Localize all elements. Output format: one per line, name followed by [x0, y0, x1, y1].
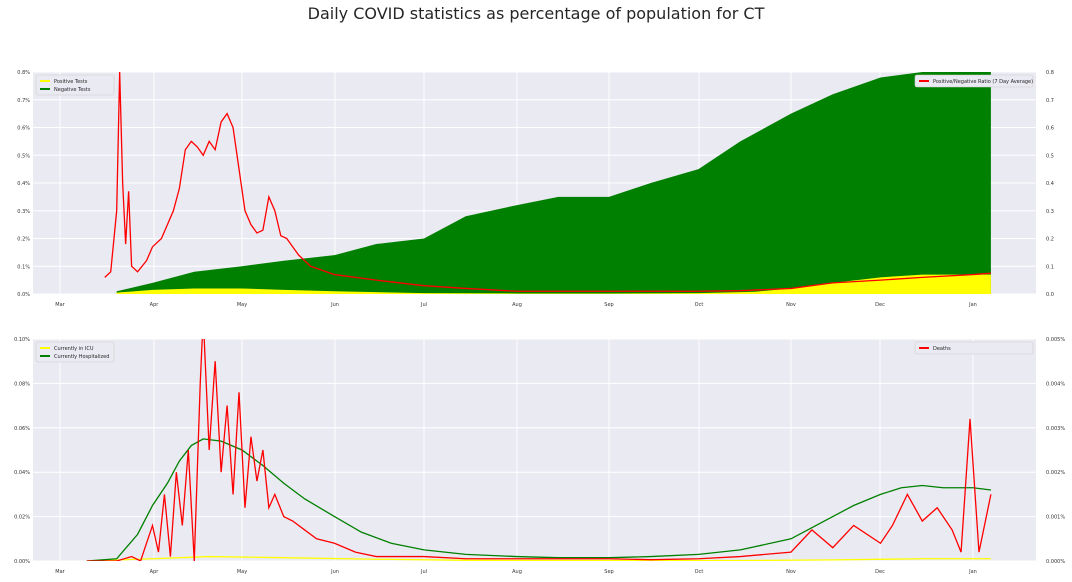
y-right-tick-label: 0.003% [1046, 426, 1065, 432]
y-right-tick-label: 0.8 [1046, 70, 1054, 76]
series-line-currently-in-icu [86, 555, 991, 561]
series-area-negative-tests [116, 72, 991, 294]
x-tick-label: Sep [604, 302, 613, 308]
y-left-tick-label: 0.00% [14, 559, 30, 565]
y-left-tick-label: 0.5% [17, 153, 30, 159]
y-right-tick-label: 0.001% [1046, 515, 1065, 521]
y-right-tick-label: 0.1 [1046, 264, 1054, 270]
y-left-tick-label: 0.0% [17, 292, 30, 298]
legend-frame [35, 341, 115, 363]
x-tick-label: Nov [786, 302, 796, 308]
x-tick-label: Aug [512, 302, 522, 308]
series-line-currently-hospitalized [86, 438, 991, 561]
x-tick-label: Oct [695, 569, 704, 575]
x-tick-label: Jun [330, 569, 339, 575]
x-tick-label: Aug [512, 569, 522, 575]
x-tick-label: Nov [786, 569, 796, 575]
x-tick-label: Jul [420, 302, 427, 308]
y-right-tick-label: 0.7 [1046, 98, 1054, 104]
y-left-tick-label: 0.02% [14, 515, 30, 521]
chart-panel-bottom: 0.00% 0.02% 0.04% 0.06% 0.08% 0.10% 0.000% 0.00… [14, 337, 1065, 575]
y-left-tick-label: 0.08% [14, 381, 30, 387]
x-tick-label: Oct [695, 302, 704, 308]
y-left-tick-label: 0.6% [17, 126, 30, 132]
y-right-tick-label: 0.0 [1046, 292, 1054, 298]
series-line-deaths [86, 339, 992, 561]
y-right-tick-label: 0.5 [1046, 153, 1054, 159]
y-right-tick-label: 0.000% [1046, 559, 1065, 565]
legend-label: Positive Tests [54, 79, 88, 85]
legend-right: Positive/Negative Ratio (7 Day Average) [914, 74, 1034, 88]
x-tick-label: Mar [55, 302, 65, 308]
x-tick-label: Dec [875, 569, 885, 575]
y-right-tick-label: 0.3 [1046, 209, 1054, 215]
y-right-tick-label: 0.002% [1046, 470, 1065, 476]
y-right-tick-label: 0.6 [1046, 126, 1054, 132]
y-left-tick-label: 0.06% [14, 426, 30, 432]
y-right-tick-label: 0.005% [1046, 337, 1065, 343]
legend-left: Currently in ICU Currently Hospitalized [35, 341, 115, 363]
x-tick-label: Sep [604, 569, 613, 575]
x-tick-label: Mar [55, 569, 65, 575]
y-left-tick-label: 0.2% [17, 237, 30, 243]
x-tick-label: May [237, 302, 247, 308]
y-left-tick-label: 0.7% [17, 98, 30, 104]
x-tick-label: Apr [150, 569, 160, 575]
x-tick-label: Jun [330, 302, 339, 308]
y-left-tick-label: 0.04% [14, 470, 30, 476]
y-left-tick-label: 0.3% [17, 209, 30, 215]
figure-title: Daily COVID statistics as percentage of … [307, 4, 765, 23]
x-tick-label: May [237, 569, 247, 575]
legend-frame [914, 341, 1034, 355]
series-line-positive-negative-ratio [104, 72, 991, 292]
x-tick-label: Jan [968, 302, 977, 308]
legend-label: Currently Hospitalized [54, 354, 109, 360]
plot-series-group [104, 72, 991, 294]
x-tick-label: Jul [420, 569, 427, 575]
x-tick-label: Dec [875, 302, 885, 308]
y-left-tick-label: 0.8% [17, 70, 30, 76]
legend-label: Positive/Negative Ratio (7 Day Average) [933, 79, 1033, 85]
y-left-tick-label: 0.10% [14, 337, 30, 343]
legend-frame [914, 74, 1034, 88]
y-left-tick-label: 0.1% [17, 264, 30, 270]
legend-left: Positive Tests Negative Tests [35, 74, 115, 96]
plot-background [33, 339, 1036, 561]
legend-frame [35, 74, 115, 96]
legend-label: Deaths [933, 346, 951, 352]
legend-label: Negative Tests [54, 87, 91, 93]
y-right-tick-label: 0.004% [1046, 381, 1065, 387]
series-area-positive-tests [116, 274, 991, 294]
chart-panel-top: 0.0% 0.1% 0.2% 0.3% 0.4% 0.5% 0.6% 0.7% 0.8% 0.0 0… [17, 70, 1054, 308]
x-tick-label: Apr [150, 302, 160, 308]
legend-right: Deaths [914, 341, 1034, 355]
x-tick-label: Jan [968, 569, 977, 575]
y-right-tick-label: 0.2 [1046, 237, 1054, 243]
legend-label: Currently in ICU [54, 346, 94, 352]
plot-series-group [86, 339, 992, 561]
y-right-tick-label: 0.4 [1046, 181, 1054, 187]
y-left-tick-label: 0.4% [17, 181, 30, 187]
